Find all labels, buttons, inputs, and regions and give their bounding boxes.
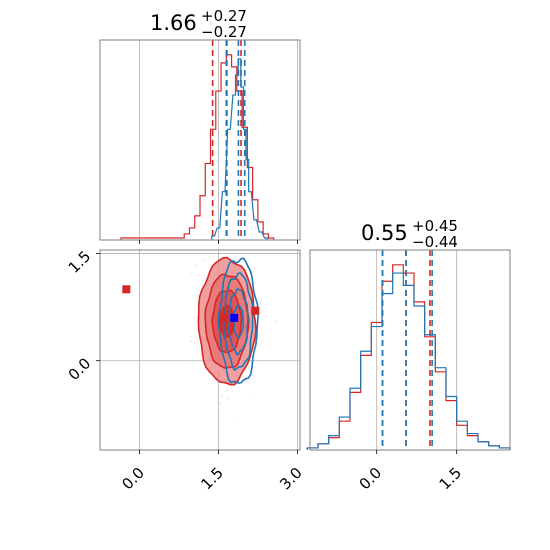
top-left-title-upper: +0.27 <box>201 7 247 25</box>
bottom-left-contours <box>197 256 260 386</box>
bottom-right-series <box>306 250 511 450</box>
marker-1 <box>122 285 131 294</box>
marker-2 <box>219 313 228 322</box>
sample-point <box>275 320 277 322</box>
marker-4 <box>230 313 239 322</box>
bottom-right-frame <box>309 249 511 451</box>
x-tick-label: 0.0 <box>118 464 148 494</box>
histogram-series-1 <box>306 264 511 450</box>
blue-contour-level-3 <box>227 288 249 356</box>
bottom-left-contour-panel: 0.0 1.5 3.0 0.0 1.5 <box>65 247 306 493</box>
bottom-left-grid <box>100 250 300 450</box>
top-left-frame <box>99 39 301 241</box>
x-tick-label: 0.0 <box>356 464 386 494</box>
sample-point <box>221 395 223 398</box>
sample-point <box>215 401 218 404</box>
x-tick-label: 1.5 <box>436 464 466 494</box>
sample-point <box>209 258 211 260</box>
bottom-left-frame <box>99 249 301 451</box>
sample-point <box>195 263 198 266</box>
sample-point <box>197 274 200 276</box>
histogram-series-2 <box>211 58 268 240</box>
y-tick-label: 0.0 <box>65 354 95 384</box>
bottom-left-ticks: 0.0 1.5 3.0 0.0 1.5 <box>65 247 306 493</box>
bottom-right-title-upper: +0.45 <box>412 217 458 235</box>
bottom-right-title-value: 0.55 <box>361 221 408 245</box>
sample-point <box>233 420 236 423</box>
top-left-ticks <box>139 240 298 244</box>
sample-point <box>226 389 229 391</box>
sample-point <box>189 273 192 276</box>
x-tick-label: 3.0 <box>276 464 306 494</box>
sample-point <box>219 402 221 405</box>
bottom-right-ticks: 0.0 1.5 <box>356 450 466 494</box>
histogram-series-2 <box>306 272 511 450</box>
bottom-right-title-lower: −0.44 <box>412 233 458 251</box>
bottom-left-markers <box>122 285 260 322</box>
x-tick-label: 1.5 <box>197 464 227 494</box>
sample-point <box>259 298 261 301</box>
sample-point <box>252 396 255 398</box>
y-tick-label: 1.5 <box>65 247 95 277</box>
sample-point <box>190 340 192 343</box>
bottom-right-histogram-panel: 0.0 1.5 0.55 +0.45 −0.44 <box>306 217 511 494</box>
marker-3 <box>251 306 260 315</box>
sample-point <box>226 398 228 401</box>
top-left-histogram-panel: 1.66 +0.27 −0.27 <box>99 7 301 244</box>
top-left-title-lower: −0.27 <box>201 23 247 41</box>
top-left-grid <box>139 40 298 240</box>
top-left-title-value: 1.66 <box>150 11 197 35</box>
blue-contour-level-1 <box>217 257 260 384</box>
histogram-series-1 <box>120 54 275 240</box>
sample-point <box>260 301 262 303</box>
sample-point <box>245 380 247 383</box>
top-left-series <box>120 40 275 240</box>
sample-point <box>204 259 206 261</box>
bottom-right-grid <box>376 250 458 450</box>
sample-point <box>193 316 195 318</box>
